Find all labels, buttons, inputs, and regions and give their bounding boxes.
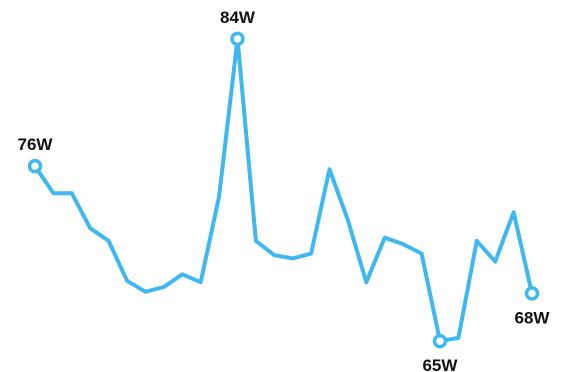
data-label: 76W xyxy=(18,135,54,154)
series-layer xyxy=(33,36,534,344)
series-line xyxy=(33,36,534,344)
highlight-marker xyxy=(230,31,245,47)
highlight-marker xyxy=(524,286,540,301)
marker-layer xyxy=(27,31,540,349)
label-layer: 76W 84W 65W 68W xyxy=(18,8,551,372)
data-label: 68W xyxy=(515,308,551,327)
data-label: 65W xyxy=(422,356,458,372)
data-label: 84W xyxy=(220,8,256,27)
highlight-marker xyxy=(27,158,43,174)
highlight-marker xyxy=(432,333,448,349)
